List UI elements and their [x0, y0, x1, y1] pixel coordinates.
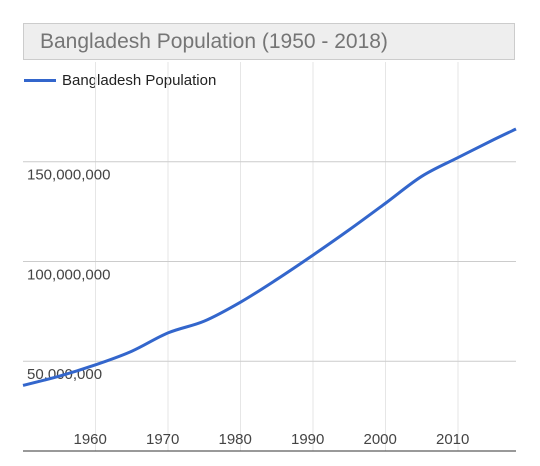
data-point[interactable]	[198, 315, 210, 327]
legend[interactable]: Bangladesh Population	[24, 70, 216, 90]
data-point[interactable]	[235, 296, 247, 308]
data-point[interactable]	[488, 133, 500, 145]
data-point[interactable]	[307, 249, 319, 261]
data-point[interactable]	[271, 273, 283, 285]
x-tick-label: 1960	[74, 431, 107, 448]
legend-swatch	[24, 78, 56, 82]
x-tick-label: 1970	[146, 431, 179, 448]
x-tick-label: 1980	[219, 431, 252, 448]
x-tick-label: 1990	[291, 431, 324, 448]
x-tick-label: 2010	[436, 431, 469, 448]
data-point[interactable]	[90, 359, 102, 371]
data-point[interactable]	[53, 370, 65, 382]
y-tick-label: 100,000,000	[27, 266, 110, 283]
y-tick-label: 150,000,000	[27, 167, 110, 184]
data-point[interactable]	[416, 170, 428, 182]
chart-title-box: Bangladesh Population (1950 - 2018)	[23, 23, 515, 60]
legend-label: Bangladesh Population	[62, 71, 217, 89]
data-point[interactable]	[343, 224, 355, 236]
data-point[interactable]	[380, 197, 392, 209]
data-point[interactable]	[452, 152, 464, 164]
series-line-bangladesh-population[interactable]	[22, 127, 517, 387]
x-tick-label: 2000	[364, 431, 397, 448]
data-point[interactable]	[17, 379, 29, 391]
data-point[interactable]	[162, 327, 174, 339]
chart-title: Bangladesh Population (1950 - 2018)	[40, 30, 388, 53]
data-point[interactable]	[510, 123, 522, 135]
data-point[interactable]	[126, 345, 138, 357]
